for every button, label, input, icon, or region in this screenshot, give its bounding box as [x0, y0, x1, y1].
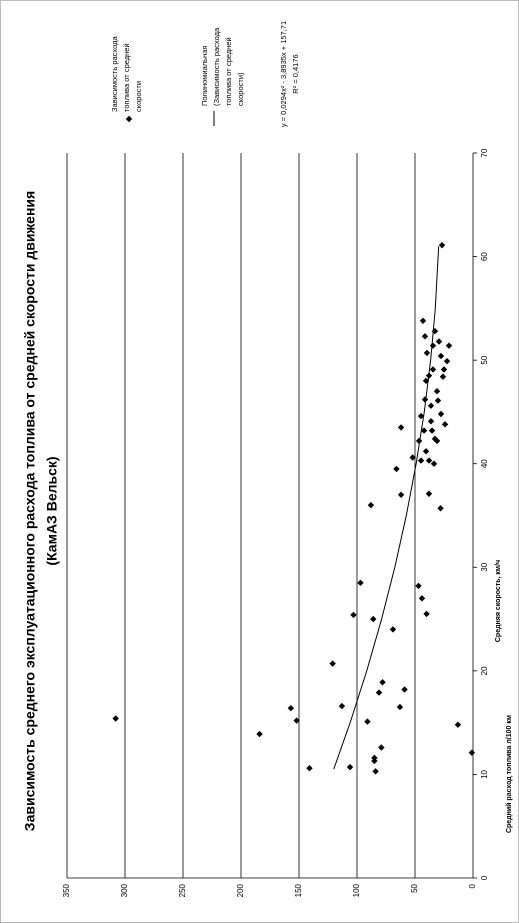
- point: [427, 402, 435, 409]
- point: [420, 427, 428, 434]
- trend-line: [333, 246, 440, 770]
- point: [427, 418, 435, 425]
- y-tick-label: 250: [178, 883, 187, 897]
- point: [396, 703, 404, 711]
- point: [454, 721, 462, 728]
- point: [425, 457, 433, 464]
- legend-entry: Зависимость расхода топлива от средней с…: [110, 36, 143, 112]
- point: [438, 241, 446, 249]
- y-tick-label: 100: [352, 883, 361, 897]
- point: [256, 730, 263, 738]
- y-tick-label: 0: [468, 883, 477, 888]
- point: [367, 501, 375, 509]
- trendline-r2: R² = 0,4176: [291, 54, 300, 94]
- point: [293, 717, 300, 724]
- point: [418, 595, 426, 602]
- point: [437, 505, 444, 512]
- point: [389, 626, 397, 633]
- point: [346, 763, 354, 771]
- point: [439, 373, 447, 380]
- point: [370, 615, 377, 623]
- point: [430, 460, 438, 467]
- point: [379, 679, 386, 686]
- x-tick-label: 20: [480, 666, 489, 675]
- point: [421, 396, 429, 403]
- point: [431, 435, 439, 443]
- point: [364, 718, 371, 725]
- trendline-equation: y = 0,0294x² - 3,8935x + 157,71: [279, 20, 288, 128]
- point: [393, 465, 400, 473]
- y-axis-label: Средний расход топлива л/100 км: [505, 715, 513, 833]
- point: [415, 582, 422, 590]
- x-tick-label: 70: [480, 148, 489, 157]
- point: [468, 749, 476, 756]
- point: [329, 660, 336, 667]
- y-tick-label: 50: [410, 883, 419, 892]
- point: [437, 410, 445, 418]
- x-axis-label: Средняя скорость, км/ч: [495, 560, 502, 642]
- point: [338, 702, 346, 710]
- y-tick-label: 300: [120, 883, 129, 897]
- y-tick-label: 350: [62, 883, 71, 897]
- chart-title: Зависимость среднего эксплуатационного р…: [22, 191, 38, 831]
- point: [417, 457, 425, 464]
- point: [357, 579, 364, 587]
- point: [419, 317, 427, 324]
- point: [421, 333, 429, 340]
- point: [112, 715, 119, 722]
- point: [397, 491, 405, 498]
- y-tick-label: 150: [294, 883, 303, 897]
- point: [429, 366, 437, 373]
- point: [375, 689, 383, 696]
- point: [378, 744, 385, 751]
- point: [434, 397, 442, 404]
- point: [441, 421, 449, 428]
- point: [423, 349, 431, 357]
- point: [417, 412, 425, 420]
- point: [445, 342, 453, 349]
- point: [422, 448, 430, 455]
- point: [443, 357, 451, 365]
- x-tick-label: 40: [480, 459, 489, 468]
- point: [429, 342, 437, 349]
- point: [423, 610, 430, 618]
- point: [306, 765, 313, 772]
- point: [433, 388, 441, 395]
- point: [287, 704, 295, 712]
- point: [401, 686, 408, 693]
- y-tick-label: 200: [236, 883, 245, 897]
- legend-marker: [125, 115, 133, 123]
- point: [425, 490, 433, 497]
- point: [397, 424, 405, 431]
- legend-entry: Полиномиальная (Зависимость расхода топл…: [200, 27, 245, 106]
- x-tick-label: 30: [480, 562, 489, 571]
- point: [372, 768, 379, 775]
- point: [440, 366, 448, 373]
- point: [415, 437, 423, 445]
- point: [350, 611, 357, 619]
- x-tick-label: 0: [480, 875, 489, 880]
- point: [435, 338, 443, 345]
- x-tick-label: 60: [480, 252, 489, 261]
- point: [437, 352, 445, 360]
- x-tick-label: 50: [480, 355, 489, 364]
- x-tick-label: 10: [480, 769, 489, 778]
- point: [371, 757, 378, 765]
- point: [409, 454, 416, 461]
- chart-subtitle: (КамАЗ Вельск): [44, 456, 60, 565]
- point: [428, 427, 436, 434]
